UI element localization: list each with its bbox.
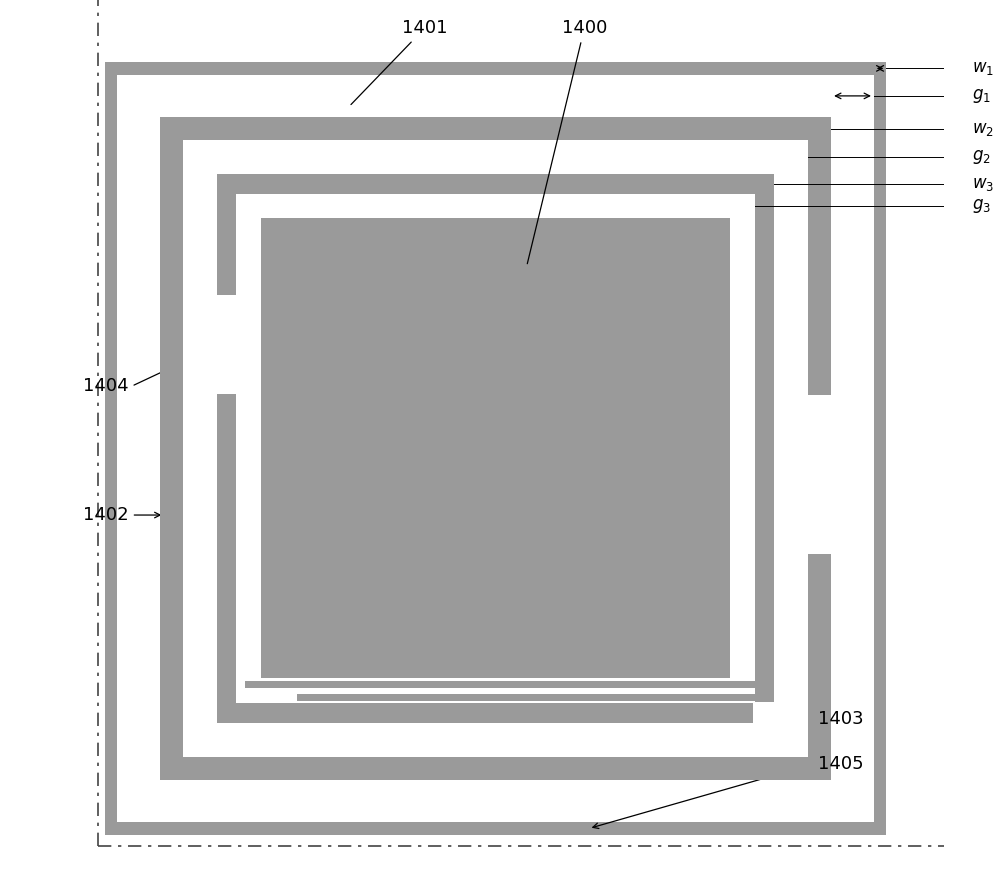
Bar [808, 395, 833, 554]
Bar [183, 140, 808, 757]
Text: $g_1$: $g_1$ [972, 87, 991, 105]
Bar [297, 688, 755, 694]
Bar [215, 295, 238, 393]
Text: $g_4$: $g_4$ [199, 345, 218, 362]
Text: 1405: 1405 [818, 755, 864, 773]
Bar [217, 174, 774, 723]
Text: 1401: 1401 [351, 20, 447, 105]
Bar [117, 75, 874, 822]
Text: $w_1$: $w_1$ [972, 59, 994, 77]
Text: $s$: $s$ [177, 527, 187, 545]
Bar [297, 701, 755, 703]
Bar [160, 117, 831, 780]
Bar [297, 678, 755, 681]
Bar [105, 62, 886, 835]
Text: $w_3$: $w_3$ [972, 175, 994, 193]
Bar [236, 678, 297, 703]
Bar [261, 218, 730, 678]
Text: $g_3$: $g_3$ [972, 197, 991, 215]
Bar [753, 702, 776, 725]
Text: $l$: $l$ [558, 643, 565, 661]
Text: $g_2$: $g_2$ [972, 148, 991, 166]
Text: $g_5$: $g_5$ [256, 682, 274, 700]
Text: $w_2$: $w_2$ [972, 120, 994, 138]
Bar [245, 681, 306, 688]
Text: 1402: 1402 [83, 506, 128, 524]
Bar [236, 194, 755, 703]
Text: 1400: 1400 [527, 20, 607, 264]
Text: 1403: 1403 [818, 710, 864, 728]
Text: 1404: 1404 [83, 377, 128, 395]
Bar [297, 694, 755, 701]
Bar [297, 681, 755, 688]
